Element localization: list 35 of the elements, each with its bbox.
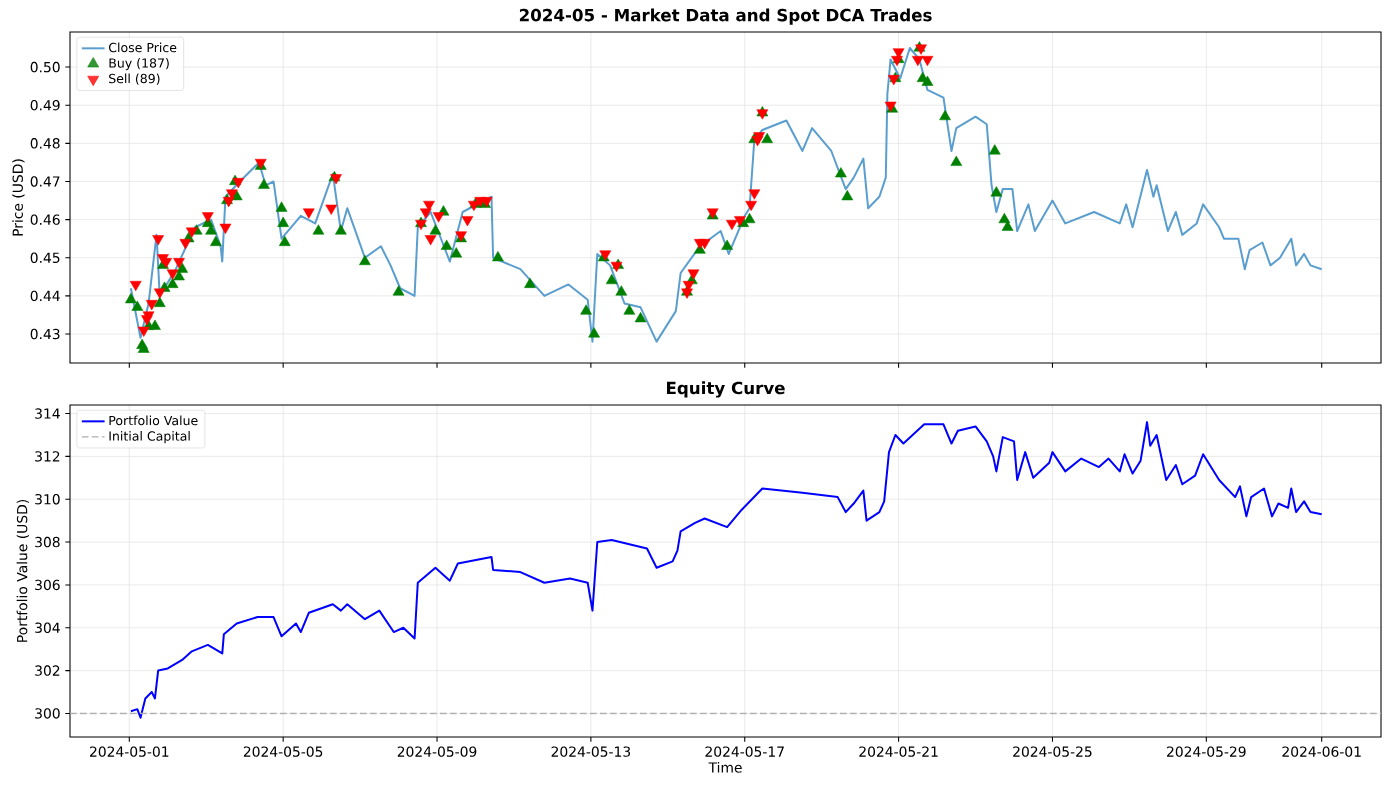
y-tick-label: 310: [35, 494, 60, 505]
legend-label: Portfolio Value: [109, 415, 198, 426]
chart-title: 2024-05 - Market Data and Spot DCA Trades: [519, 8, 932, 25]
y-tick-label: 0.50: [30, 61, 60, 73]
y-tick-label: 0.46: [30, 214, 60, 225]
y-tick-label: 0.44: [30, 290, 60, 302]
y-tick-label: 0.47: [30, 176, 60, 187]
y-tick-label: 306: [35, 579, 60, 591]
y-tick-label: 304: [35, 622, 60, 633]
y-tick-label: 302: [35, 665, 60, 676]
legend-label: Buy (187): [109, 58, 169, 71]
y-tick-label: 0.49: [30, 99, 60, 111]
x-axis-title: Time: [708, 762, 742, 773]
y-tick-label: 300: [35, 708, 60, 719]
legend-label: Close Price: [108, 42, 177, 53]
y-tick-label: 312: [35, 451, 60, 462]
y-tick-label: 0.48: [30, 138, 60, 149]
x-tick-label: 2024-05-25: [1013, 746, 1092, 757]
y-tick-label: 308: [35, 536, 60, 548]
x-tick-label: 2024-05-17: [705, 746, 784, 757]
y-tick-label: 314: [35, 408, 60, 419]
y-axis-title: Portfolio Value (USD): [16, 499, 29, 642]
legend-label: Initial Capital: [109, 431, 190, 444]
x-tick-label: 2024-05-13: [551, 746, 631, 757]
y-tick-label: 0.45: [30, 252, 60, 263]
x-tick-label: 2024-05-05: [243, 746, 323, 757]
chart-title: Equity Curve: [667, 381, 785, 398]
x-tick-label: 2024-05-01: [90, 746, 169, 757]
x-tick-label: 2024-05-29: [1167, 746, 1246, 757]
x-tick-label: 2024-05-09: [397, 746, 477, 757]
y-axis-title: Price (USD): [12, 159, 25, 236]
y-tick-label: 0.43: [30, 328, 60, 340]
x-tick-label: 2024-06-01: [1282, 746, 1361, 757]
legend-label: Sell (89): [109, 73, 160, 85]
x-tick-label: 2024-05-21: [859, 746, 938, 757]
